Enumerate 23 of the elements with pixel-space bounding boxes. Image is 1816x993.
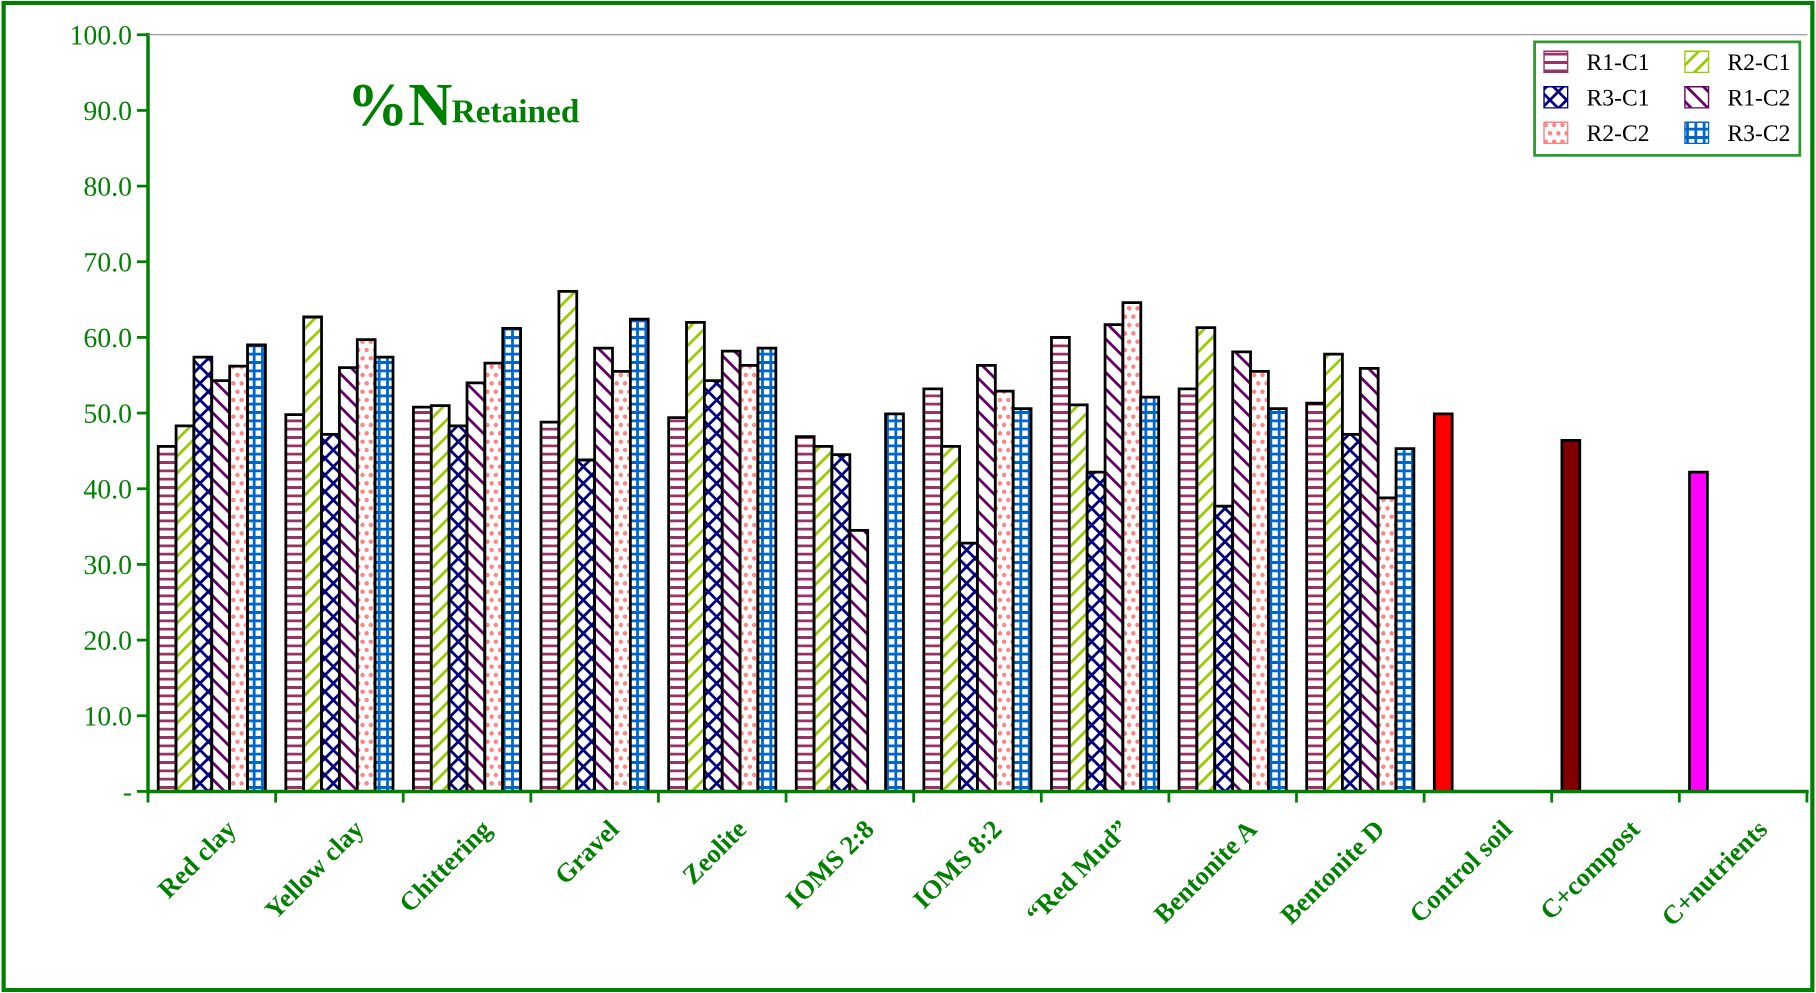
x-tick-label: Red clay	[155, 818, 242, 904]
y-tick-label: 70.0	[85, 252, 131, 272]
y-tick-label: 40.0	[83, 479, 131, 499]
y-tick-label: -	[123, 793, 132, 796]
y-tick-label: 90.0	[84, 101, 131, 121]
y-tick-label: 60.0	[84, 328, 131, 348]
legend-label: R1-C1	[1587, 54, 1649, 71]
y-tick-label: 80.0	[84, 177, 131, 197]
y-tick-label: 50.0	[85, 404, 131, 424]
legend-label: R3-C2	[1728, 125, 1790, 142]
legend-label: R2-C2	[1587, 125, 1649, 142]
text: Retained	[452, 99, 579, 123]
legend-label: R1-C2	[1728, 89, 1790, 106]
legend-label: R2-C1	[1728, 54, 1789, 71]
y-tick-label: 20.0	[84, 631, 131, 651]
bar	[1432, 412, 1454, 792]
y-tick-label: 10.0	[85, 706, 131, 726]
text: %N	[353, 84, 452, 126]
bar	[1560, 438, 1582, 792]
legend-label: R3-C1	[1587, 89, 1649, 106]
y-tick-label: 100.0	[71, 25, 131, 45]
bar	[1688, 470, 1709, 792]
y-tick-label: 30.0	[84, 555, 131, 575]
